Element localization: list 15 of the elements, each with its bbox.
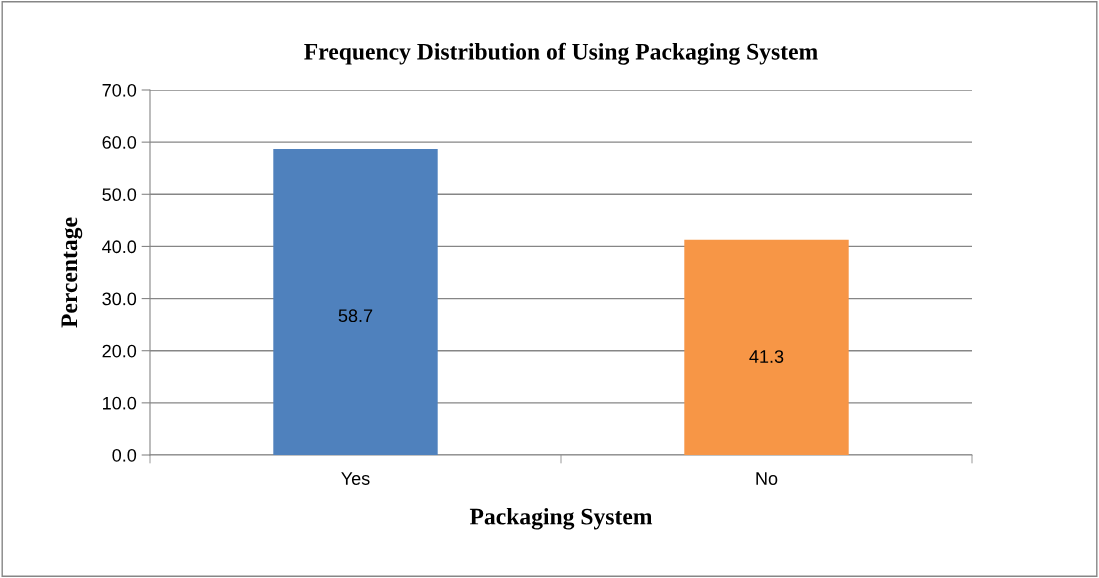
y-tick-label: 50.0 <box>102 188 137 202</box>
x-tick-label: Yes <box>341 472 370 485</box>
chart-title: Frequency Distribution of Using Packaging System <box>304 42 818 65</box>
x-tick-label: No <box>756 472 778 485</box>
x-axis-title: Packaging System <box>469 507 653 530</box>
y-axis-title: Percentage <box>61 217 83 328</box>
y-tick-label: 40.0 <box>102 240 137 254</box>
y-tick-label: 10.0 <box>103 396 137 410</box>
y-tick-label: 20.0 <box>102 344 137 358</box>
y-tick-label: 0.0 <box>112 448 137 462</box>
y-tick-label: 60.0 <box>102 136 137 149</box>
data-label: 58.7 <box>338 309 373 323</box>
data-label: 41.3 <box>749 350 784 363</box>
y-tick-label: 30.0 <box>102 292 137 306</box>
y-tick-label: 70.0 <box>102 83 137 97</box>
